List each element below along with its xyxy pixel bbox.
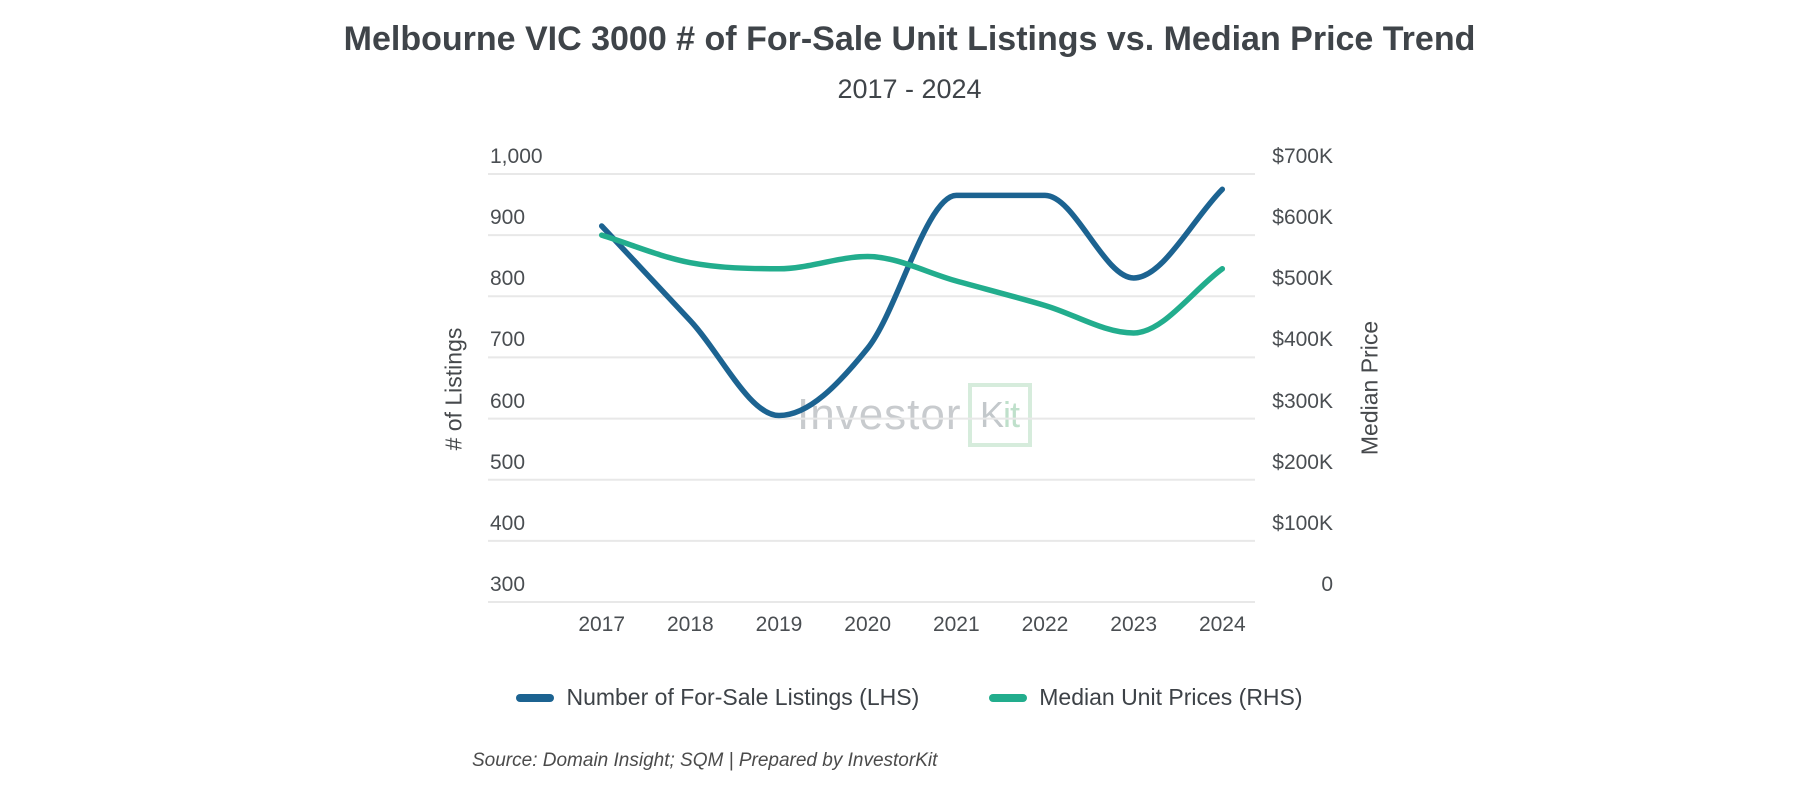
left-axis-tick: 400 <box>490 511 526 535</box>
x-axis-tick: 2022 <box>1021 613 1069 636</box>
left-axis-tick: 700 <box>490 328 526 352</box>
legend-label: Number of For-Sale Listings (LHS) <box>566 684 920 710</box>
x-axis-tick: 2019 <box>755 613 803 636</box>
x-axis-tick: 2021 <box>932 613 980 636</box>
x-axis-tick: 2023 <box>1110 613 1157 636</box>
right-axis-tick: $700K <box>1272 145 1333 168</box>
right-axis-tick: $300K <box>1272 389 1333 413</box>
legend-item: Number of For-Sale Listings (LHS) <box>516 684 919 711</box>
x-axis-tick: 2017 <box>578 613 626 636</box>
left-axis-tick: 300 <box>490 573 526 596</box>
left-axis-tick: 800 <box>490 267 526 291</box>
legend-swatch <box>989 693 1028 702</box>
left-axis-tick: 500 <box>490 450 526 474</box>
legend-label: Median Unit Prices (RHS) <box>1039 684 1303 710</box>
right-axis-tick: $200K <box>1272 450 1333 474</box>
series-line-listings <box>598 186 1226 419</box>
x-axis-tick: 2020 <box>844 613 892 636</box>
watermark-it-letters: it <box>1003 394 1020 435</box>
legend: Number of For-Sale Listings (LHS) Median … <box>0 684 1819 711</box>
left-axis-tick: 600 <box>490 389 526 413</box>
source-note: Source: Domain Insight; SQM | Prepared b… <box>472 750 938 771</box>
legend-item: Median Unit Prices (RHS) <box>989 684 1303 711</box>
right-axis-tick: $400K <box>1272 328 1333 352</box>
chart-subtitle: 2017 - 2024 <box>837 74 982 104</box>
right-axis-tick: $100K <box>1272 511 1333 535</box>
right-axis-tick: 0 <box>1321 573 1333 596</box>
right-axis-tick: $600K <box>1272 206 1333 230</box>
left-axis-tick: 900 <box>490 206 526 230</box>
chart-title: Melbourne VIC 3000 # of For-Sale Unit Li… <box>343 20 1476 58</box>
x-axis-tick: 2018 <box>666 613 714 636</box>
legend-swatch <box>516 693 555 702</box>
x-axis-tick: 2024 <box>1198 613 1246 636</box>
series-line-median-price <box>598 232 1226 336</box>
watermark-k-letter: K <box>980 394 1004 435</box>
right-axis-tick: $500K <box>1272 267 1333 291</box>
left-axis-tick: 1,000 <box>490 145 543 168</box>
